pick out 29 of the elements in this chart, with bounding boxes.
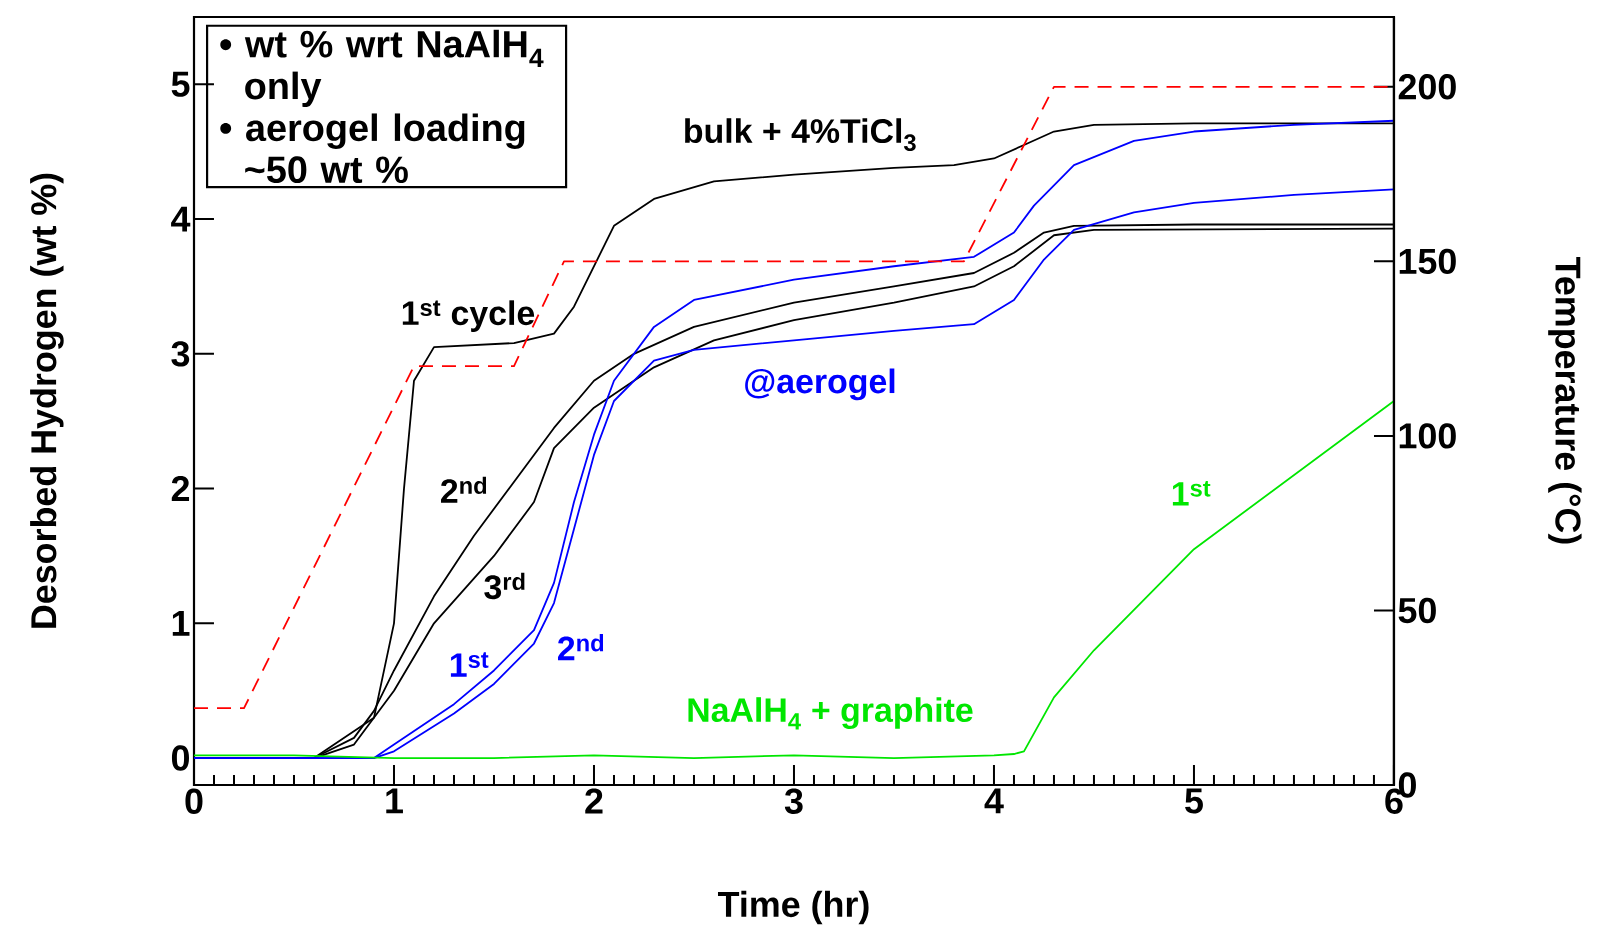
annotation: 3$^{rd}$ (484, 572, 525, 600)
annotation: 1$^{st}$ cycle (402, 300, 535, 332)
x-tick-label: 1 (386, 788, 403, 814)
y-tick-label: 3 (171, 341, 190, 367)
y2-tick-label: 200 (1398, 74, 1456, 100)
annotation: 1$^{st}$ (450, 652, 489, 677)
y-tick-label: 2 (171, 476, 190, 502)
annotation: NaAlH$_{4}$ + graphite (688, 697, 973, 730)
x-tick-label: 2 (585, 788, 603, 814)
x-tick-label: 3 (784, 788, 803, 814)
y-tick-label: 5 (171, 71, 190, 97)
y2-tick-label: 50 (1398, 597, 1436, 624)
y-tick-label: 1 (172, 610, 190, 636)
annotation: @aerogel (745, 368, 895, 401)
y2-axis-title: Temperature (°C) (1548, 257, 1582, 544)
annotation: • aerogel loading ~50 wt % (220, 113, 525, 184)
annotation: 2$^{nd}$ (558, 634, 604, 661)
y-tick-label: 0 (171, 745, 189, 771)
y-tick-label: 4 (171, 206, 191, 232)
y2-tick-label: 150 (1399, 248, 1456, 275)
x-tick-label: 5 (1185, 788, 1203, 814)
text: • wt % wrt NaAlH$_{4}$ only (220, 29, 544, 107)
x-axis-title: Time (hr) (717, 890, 869, 925)
annotation: bulk + 4%TiCl$_{3}$ (685, 118, 916, 152)
x-tick-label: 4 (984, 788, 1004, 814)
y2-tick-label: 100 (1399, 423, 1456, 449)
annotation: 1$^{st}$ (1172, 480, 1211, 506)
y-axis-title: Desorbed Hydrogen (wt %) (30, 173, 64, 628)
annotation: 2$^{nd}$ (441, 476, 487, 503)
